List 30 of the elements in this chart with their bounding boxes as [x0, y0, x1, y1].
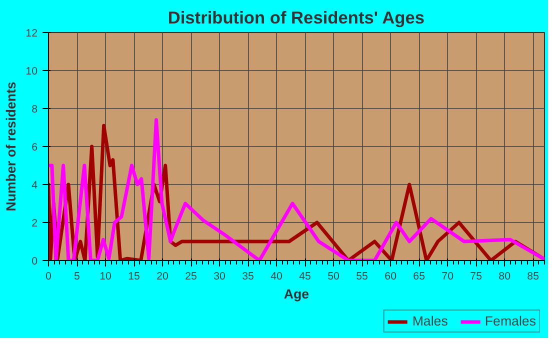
x-tick-label: 35 — [242, 270, 254, 282]
x-tick-label: 55 — [356, 270, 368, 282]
legend-label: Females — [484, 314, 536, 328]
y-tick-label: 8 — [32, 104, 38, 116]
x-tick-label: 45 — [299, 270, 312, 282]
x-tick-label: 40 — [270, 270, 283, 282]
y-tick-label: 4 — [32, 180, 38, 192]
x-tick-label: 30 — [214, 270, 226, 282]
x-tick-label: 5 — [74, 270, 80, 282]
legend-label: Males — [412, 314, 448, 328]
y-axis-title: Number of residents — [4, 82, 19, 212]
chart-title: Distribution of Residents' Ages — [168, 8, 425, 28]
x-tick-label: 50 — [328, 270, 340, 282]
y-tick-label: 10 — [26, 66, 38, 78]
x-tick-label: 15 — [128, 270, 140, 282]
x-tick-label: 0 — [46, 270, 52, 282]
y-tick-label: 2 — [32, 218, 38, 230]
x-tick-label: 85 — [527, 270, 540, 282]
x-tick-label: 60 — [384, 270, 397, 282]
y-tick-label: 0 — [32, 256, 38, 268]
y-tick-label: 6 — [32, 142, 38, 154]
x-axis-title: Age — [284, 286, 310, 302]
x-tick-label: 70 — [442, 270, 454, 282]
x-tick-label: 10 — [100, 270, 112, 282]
y-tick-label: 12 — [26, 28, 38, 40]
x-tick-label: 25 — [185, 270, 198, 282]
x-tick-label: 80 — [498, 270, 511, 282]
x-tick-label: 75 — [470, 270, 482, 282]
x-tick-label: 20 — [156, 270, 169, 282]
x-tick-label: 65 — [413, 270, 426, 282]
